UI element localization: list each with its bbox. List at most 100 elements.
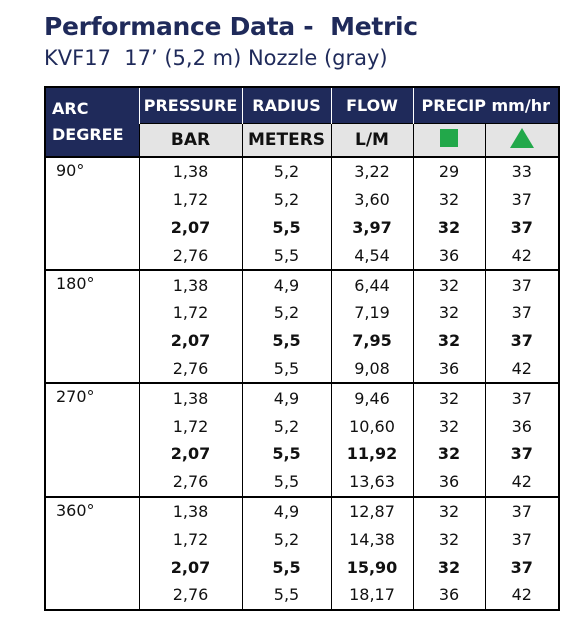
cell: 37	[484, 382, 560, 413]
cell: 10,60	[330, 412, 414, 440]
cell: 36	[412, 241, 486, 271]
cell: 11,92	[330, 439, 414, 468]
square-icon	[440, 128, 458, 147]
data-row: 1,72 5,2 10,60 32 36	[45, 412, 560, 440]
cell: 32	[412, 553, 486, 581]
cell: 13,63	[330, 467, 414, 497]
cell: 32	[412, 269, 486, 299]
data-row: 1,72 5,2 3,60 32 37	[45, 185, 560, 214]
data-row: 2,07 5,5 7,95 32 37	[45, 326, 560, 355]
arc-header: ARC DEGREE	[44, 87, 139, 157]
pressure-header: PRESSURE	[138, 87, 242, 124]
cell: 9,08	[330, 354, 414, 384]
cell: 5,2	[241, 185, 332, 214]
cell: 32	[412, 439, 486, 468]
cell: 2,76	[138, 467, 243, 497]
cell: 1,38	[138, 495, 243, 526]
cell: 5,2	[241, 412, 332, 440]
cell: 1,72	[138, 298, 243, 327]
cell: 1,38	[138, 156, 243, 186]
data-row: 1,72 5,2 14,38 32 37	[45, 525, 560, 554]
cell: 7,19	[330, 298, 414, 327]
cell: 2,07	[138, 213, 243, 242]
cell: 32	[412, 298, 486, 327]
cell: 14,38	[330, 525, 414, 554]
subtitle: KVF17 17’ (5,2 m) Nozzle (gray)	[44, 46, 388, 70]
flow-header: FLOW	[330, 87, 413, 124]
cell: 2,07	[138, 553, 243, 581]
unit: L/M	[330, 123, 414, 158]
cell: 37	[484, 439, 560, 468]
cell: 3,60	[330, 185, 414, 214]
cell: 36	[484, 412, 560, 440]
unit: BAR	[138, 123, 243, 158]
unit: METERS	[241, 123, 332, 158]
cell: 4,54	[330, 241, 414, 271]
cell: 36	[412, 467, 486, 497]
cell: 18,17	[330, 580, 414, 610]
cell: 36	[412, 580, 486, 610]
cell: 32	[412, 525, 486, 554]
data-row: 2,76 5,5 13,63 36 42	[45, 467, 560, 497]
data-row: 90° 1,38 5,2 3,22 29 33	[44, 155, 560, 271]
cell: 42	[484, 241, 560, 271]
data-row: 1,72 5,2 7,19 32 37	[45, 298, 560, 327]
cell: 32	[412, 185, 486, 214]
header-row: ARC DEGREE PRESSURE RADIUS FLOW PRECIP m…	[44, 87, 559, 157]
cell: 5,5	[241, 467, 332, 497]
square-icon-cell	[412, 123, 486, 158]
cell: 37	[484, 525, 560, 554]
data-row: 360° 1,38 4,9 12,87 32 37	[44, 495, 560, 611]
unit-row: BAR METERS L/M	[45, 123, 560, 158]
arc-degree: 180°	[44, 269, 140, 384]
cell: 36	[412, 354, 486, 384]
cell: 42	[484, 580, 560, 610]
cell: 5,5	[241, 241, 332, 271]
cell: 1,72	[138, 185, 243, 214]
data-row: 2,07 5,5 3,97 32 37	[45, 213, 560, 242]
cell: 4,9	[241, 382, 332, 413]
cell: 42	[484, 467, 560, 497]
cell: 6,44	[330, 269, 414, 299]
cell: 4,9	[241, 269, 332, 299]
cell: 3,97	[330, 213, 414, 242]
cell: 32	[412, 495, 486, 526]
arc-degree: 90°	[44, 155, 140, 271]
cell: 5,5	[241, 213, 332, 242]
cell: 5,5	[241, 439, 332, 468]
cell: 2,07	[138, 326, 243, 355]
cell: 1,38	[138, 382, 243, 413]
cell: 32	[412, 412, 486, 440]
cell: 37	[484, 553, 560, 581]
triangle-icon	[509, 127, 534, 148]
cell: 12,87	[330, 495, 414, 526]
cell: 2,07	[138, 439, 243, 468]
cell: 37	[484, 495, 560, 526]
data-row: 180° 1,38 4,9 6,44 32 37	[44, 269, 560, 384]
cell: 37	[484, 185, 560, 214]
data-row: 2,76 5,5 4,54 36 42	[45, 241, 560, 271]
performance-table: ARC DEGREE PRESSURE RADIUS FLOW PRECIP m…	[44, 86, 560, 611]
radius-header: RADIUS	[241, 87, 331, 124]
data-row: 2,76 5,5 18,17 36 42	[45, 580, 560, 610]
title: Performance Data - Metric	[44, 12, 418, 41]
cell: 32	[412, 382, 486, 413]
cell: 32	[412, 326, 486, 355]
arc-degree: 270°	[44, 382, 140, 498]
cell: 9,46	[330, 382, 414, 413]
cell: 1,72	[138, 525, 243, 554]
cell: 5,2	[241, 156, 332, 186]
cell: 42	[484, 354, 560, 384]
triangle-icon-cell	[484, 123, 560, 158]
cell: 33	[484, 156, 560, 186]
data-row: 270° 1,38 4,9 9,46 32 37	[44, 382, 560, 498]
data-row: 2,76 5,5 9,08 36 42	[45, 354, 560, 384]
cell: 5,5	[241, 326, 332, 355]
cell: 1,38	[138, 269, 243, 299]
data-row: 2,07 5,5 11,92 32 37	[45, 439, 560, 468]
cell: 2,76	[138, 580, 243, 610]
cell: 2,76	[138, 354, 243, 384]
precip-header: PRECIP mm/hr	[412, 87, 559, 124]
cell: 37	[484, 213, 560, 242]
